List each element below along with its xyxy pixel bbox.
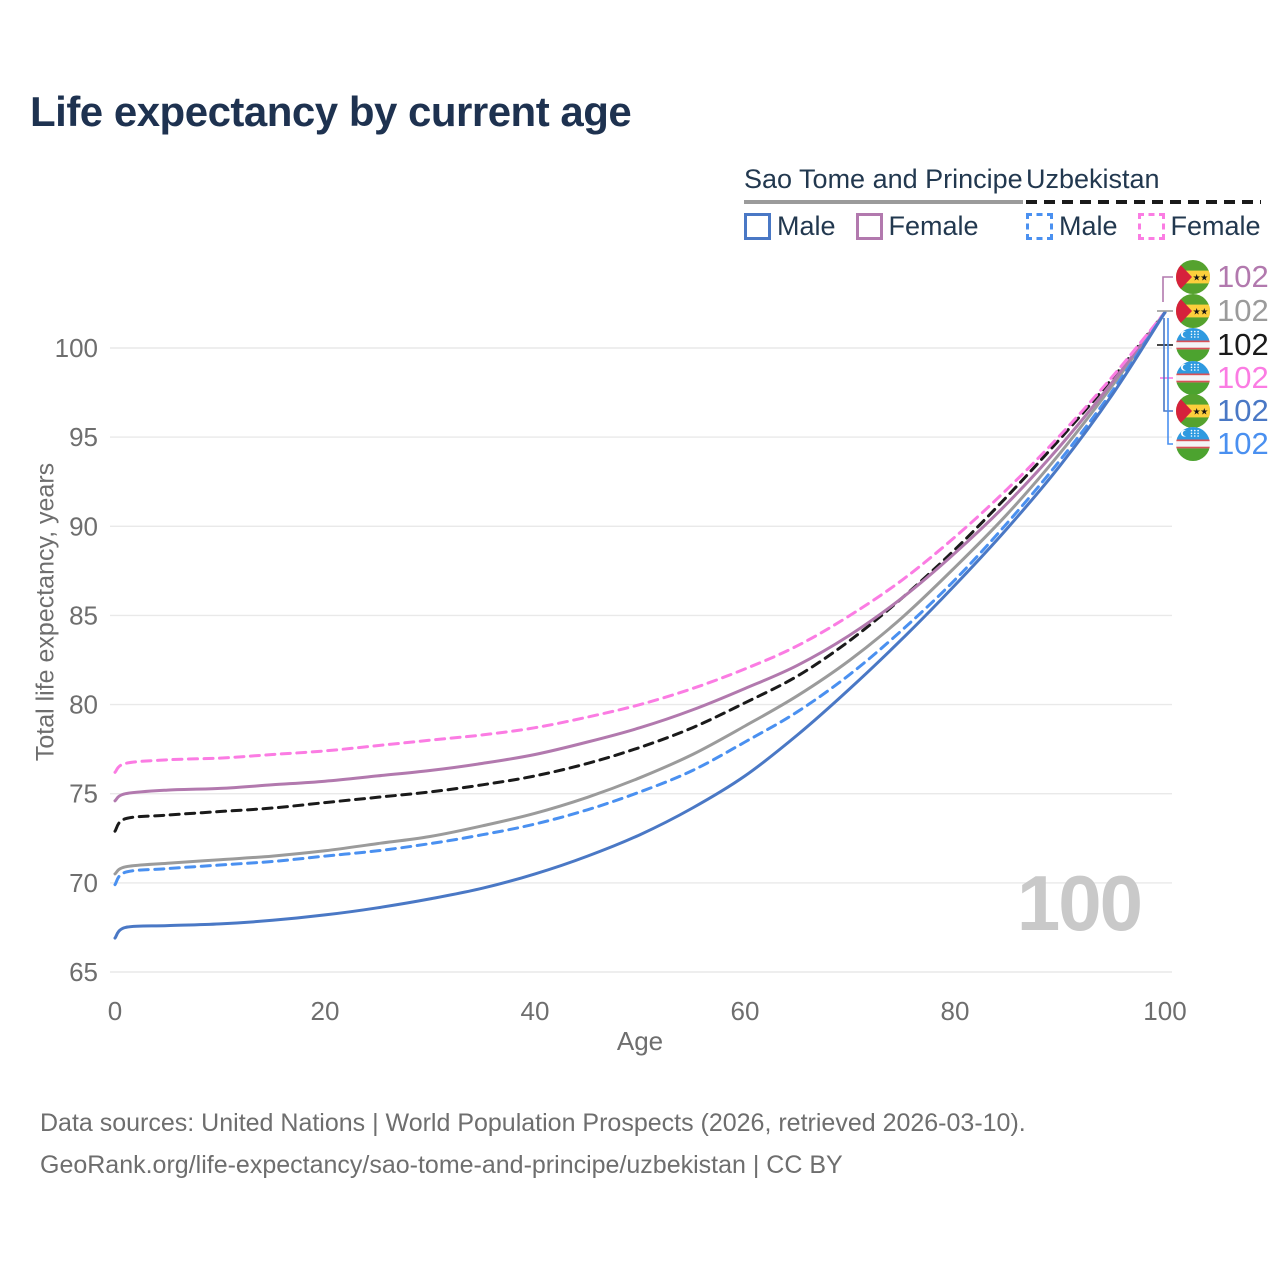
end-label-value: 102 [1217,360,1269,395]
uzbekistan-flag-icon [1176,361,1210,395]
series-line-stp-female[interactable] [113,310,1167,803]
series-line-uzb-male[interactable] [113,310,1167,887]
legend-item-sao-tome-male[interactable]: Male [744,211,836,242]
end-label-leader-line [1167,318,1173,445]
series-line-uzb-total[interactable] [113,310,1167,833]
x-tick-label: 0 [108,996,122,1026]
y-axis-title: Total life expectancy, years [31,462,60,762]
x-tick-label: 60 [731,996,760,1026]
legend-item-label: Male [777,211,836,241]
sao-tome-female-swatch-icon [855,213,883,240]
end-label-value: 102 [1217,426,1269,461]
end-label-uzbekistan-female[interactable]: 102 [1176,361,1269,395]
y-tick-label: 95 [69,422,98,452]
y-tick-label: 70 [69,868,98,898]
legend-country-sao-tome-and-principe[interactable]: Sao Tome and Principe [744,164,1023,194]
legend-item-label: Female [888,211,979,241]
series-line-stp-male[interactable] [113,310,1167,940]
end-label-uzbekistan-male[interactable]: 102 [1176,427,1269,461]
line-chart: 65 70 75 80 85 90 95 100 0 20 40 60 80 100 [55,276,1187,1026]
y-tick-label: 100 [55,333,98,363]
end-label-leader-line [1162,276,1173,302]
legend-item-uzbekistan-female[interactable]: Female [1137,211,1261,242]
legend-item-label: Female [1170,211,1261,241]
end-label-sao-tome-and-principe-total[interactable]: 102 [1176,294,1269,328]
end-label-value: 102 [1217,327,1269,362]
data-sources-line: Data sources: United Nations | World Pop… [40,1109,1026,1137]
x-tick-label: 80 [941,996,970,1026]
end-label-leader-line [1163,318,1173,412]
y-tick-label: 75 [69,779,98,809]
legend-country-uzbekistan[interactable]: Uzbekistan [1026,164,1160,194]
legend-group-uzbekistan: Uzbekistan Male Female [1026,164,1261,242]
sao-tome-male-swatch-icon [744,213,771,240]
x-tick-label: 100 [1143,996,1186,1026]
uzbekistan-male-swatch-icon [1026,213,1053,240]
end-label-value: 102 [1217,259,1269,294]
x-tick-label: 20 [311,996,340,1026]
x-tick-label: 40 [521,996,550,1026]
end-label-sao-tome-and-principe-male[interactable]: 102 [1176,394,1269,428]
sao-tome-and-principe-flag-icon [1176,294,1210,328]
y-tick-label: 65 [69,957,98,987]
uzbekistan-flag-icon [1176,427,1210,461]
end-label-sao-tome-and-principe-female[interactable]: 102 [1176,260,1269,294]
sao-tome-solid-line-swatch [744,200,1023,204]
x-axis-title: Age [616,1026,664,1056]
legend-item-sao-tome-female[interactable]: Female [855,211,979,242]
sao-tome-and-principe-flag-icon [1176,260,1210,294]
sao-tome-and-principe-flag-icon [1176,394,1210,428]
legend-item-label: Male [1059,211,1118,241]
age-counter-watermark: 100 [1016,859,1143,947]
footer: Data sources: United Nations | World Pop… [40,1102,1026,1186]
uzbekistan-dashed-line-swatch [1026,200,1261,204]
attribution-line: GeoRank.org/life-expectancy/sao-tome-and… [40,1151,843,1179]
end-label-value: 102 [1217,393,1269,428]
legend-item-uzbekistan-male[interactable]: Male [1026,211,1118,242]
page-title: Life expectancy by current age [30,88,632,135]
uzbekistan-flag-icon [1176,328,1210,362]
uzbekistan-female-swatch-icon [1137,213,1165,240]
y-tick-label: 80 [69,690,98,720]
series-line-uzb-female[interactable] [113,310,1167,774]
end-label-uzbekistan-total[interactable]: 102 [1176,328,1269,362]
legend-group-sao-tome-and-principe: Sao Tome and Principe Male Female [744,164,1023,242]
series-line-stp-total[interactable] [113,310,1167,876]
y-tick-label: 90 [69,511,98,541]
y-tick-label: 85 [69,600,98,630]
end-label-value: 102 [1217,293,1269,328]
